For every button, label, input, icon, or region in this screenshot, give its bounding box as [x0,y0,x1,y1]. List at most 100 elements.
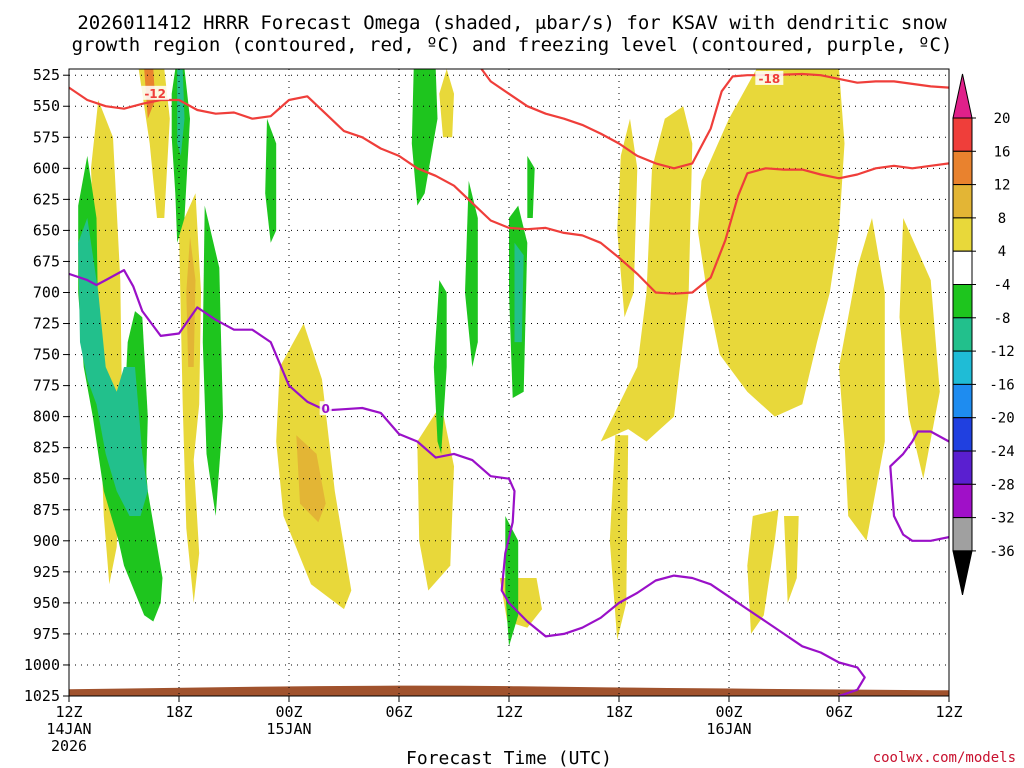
colorbar-label-7: -12 [989,344,1014,360]
y-tick-label-9: 750 [33,346,60,364]
omega-region-4 [186,236,196,367]
y-tick-label-4: 625 [33,190,60,208]
chart-title-line-2: growth region (contoured, red, ºC) and f… [72,34,953,56]
dgz-contour-1-label-bg [755,70,784,85]
y-tick-label-3: 600 [33,159,60,177]
omega-region-1 [138,69,170,218]
colorbar-label-3: 8 [998,211,1006,227]
y-tick-label-8: 725 [33,315,60,333]
omega-region-7 [296,435,326,523]
colorbar-bin-12 [952,517,973,552]
y-tick-label-13: 850 [33,470,60,488]
x-tick-label-8: 12Z [935,703,962,721]
y-tick-label-19: 1000 [24,656,60,674]
omega-region-21 [171,69,190,243]
omega-region-18 [617,118,638,318]
colorbar-label-9: -20 [989,411,1014,427]
credit-text: coolwx.com/models [873,750,1016,766]
omega-region-9 [439,69,454,138]
dgz-contour-1-label: -18 [758,72,780,86]
colorbar-bin-8 [952,383,973,419]
colorbar-bin-11 [952,483,973,519]
y-tick-label-12: 825 [33,439,60,457]
y-tick-label-1: 550 [33,97,60,115]
dgz-contour-1 [480,69,949,170]
omega-region-23 [202,205,223,516]
colorbar-bin-7 [952,350,973,385]
colorbar-bin-4 [952,250,973,285]
omega-region-15 [899,218,940,479]
colorbar-label-0: 20 [994,111,1011,127]
freezing-contour-0-label: 0 [321,402,329,416]
colorbar: 20 16 12 8 4 -4 -8 -12 -16 -20 -24 -28 -32 -36 [952,73,1015,596]
freezing-contour-0-label-bg [319,401,332,416]
y-tick-label-17: 950 [33,594,60,612]
colorbar-label-11: -28 [989,477,1014,493]
colorbar-bin-10 [952,450,973,485]
omega-region-14 [839,218,885,541]
y-tick-label-18: 975 [33,625,60,643]
omega-region-20 [78,218,148,516]
colorbar-label-8: -16 [989,377,1014,393]
x-tick-label-1: 18Z [165,703,192,721]
y-tick-label-10: 775 [33,377,60,395]
x-tick-label-3: 06Z [385,703,412,721]
x-axis-label: Forecast Time (UTC) [406,748,612,768]
omega-region-24 [265,118,277,243]
colorbar-bin-2 [952,184,973,219]
omega-region-16 [747,509,779,634]
y-tick-label-6: 675 [33,252,60,270]
colorbar-bin-6 [952,317,973,352]
dgz-contour-0-label-bg [141,85,170,100]
contour-layer: -12 -18 0 [69,69,949,696]
colorbar-bin-3 [952,217,973,252]
omega-region-25 [411,69,438,206]
y-tick-label-5: 650 [33,221,60,239]
x-tick-date-0: 14JAN [46,720,91,738]
x-tick-label-0: 12Z [55,703,82,721]
colorbar-bin-1 [952,150,973,186]
freezing-contour-0 [69,269,866,696]
colorbar-bottom-arrow [952,550,973,596]
dgz-contour-0 [69,86,949,295]
dgz-contour-0-label: -12 [144,87,166,101]
x-tick-label-4: 12Z [495,703,522,721]
y-tick-label-15: 900 [33,532,60,550]
freezing-contour-1 [889,430,949,542]
x-tick-date-2: 15JAN [266,720,311,738]
x-tick-label-6: 00Z [715,703,742,721]
colorbar-label-13: -36 [989,544,1014,560]
omega-region-28 [505,516,519,647]
colorbar-label-12: -32 [989,511,1014,527]
colorbar-bin-9 [952,417,973,452]
omega-region-3 [179,193,201,603]
y-tick-label-20: 1025 [24,687,60,705]
colorbar-label-5: -4 [994,278,1011,294]
omega-region-17 [784,516,799,603]
y-tick-label-14: 875 [33,501,60,519]
omega-region-27 [465,180,478,367]
colorbar-label-2: 12 [994,178,1011,194]
omega-region-26 [433,280,447,454]
omega-region-12 [600,106,693,442]
omega-region-31 [527,155,535,218]
colorbar-label-10: -24 [989,444,1014,460]
y-tick-label-11: 800 [33,408,60,426]
colorbar-bin-0 [952,117,973,152]
omega-region-22 [177,69,185,156]
colorbar-top-arrow [952,73,973,119]
x-tick-date-6: 16JAN [706,720,751,738]
x-tick-label-2: 00Z [275,703,302,721]
y-tick-label-2: 575 [33,128,60,146]
omega-region-13 [697,69,845,417]
x-tick-label-7: 06Z [825,703,852,721]
colorbar-label-4: 4 [998,244,1006,260]
colorbar-label-1: 16 [994,144,1011,160]
y-tick-label-16: 925 [33,563,60,581]
chart-title-line-1: 2026011412 HRRR Forecast Omega (shaded, … [77,12,947,34]
y-axis: 525 550 575 600 625 650 675 700 725 750 775 800 825 8… [24,66,69,705]
colorbar-label-6: -8 [994,311,1011,327]
colorbar-bin-5 [952,284,973,319]
